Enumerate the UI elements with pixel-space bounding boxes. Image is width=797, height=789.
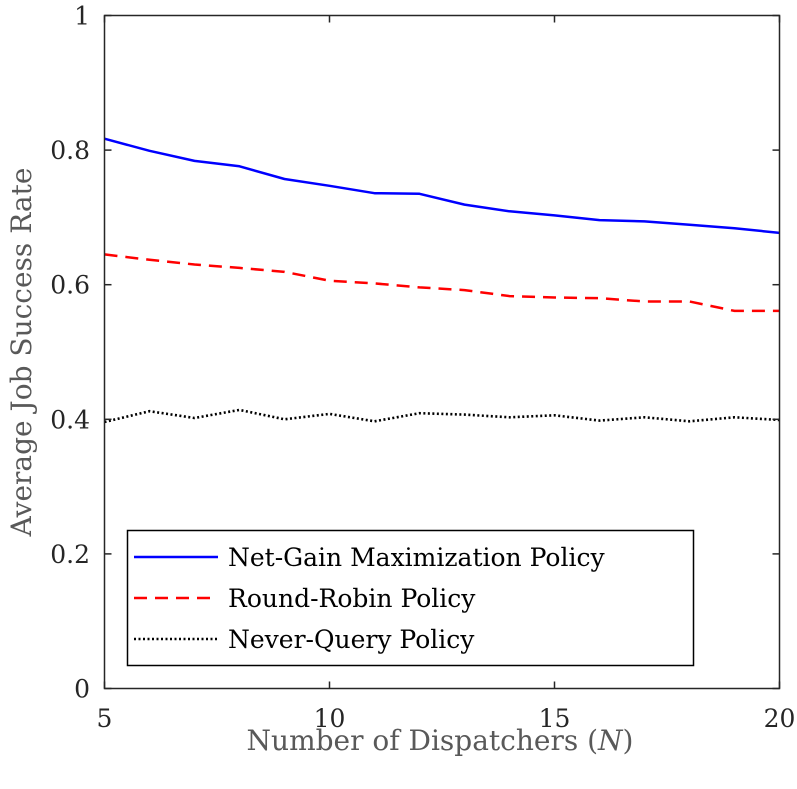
series-line-3	[104, 408, 780, 424]
legend: Net-Gain Maximization Policy Round-Robin …	[126, 529, 695, 667]
series-layer	[104, 137, 780, 424]
x-axis-label-variable: N	[597, 724, 624, 757]
y-tick-label: 0.4	[50, 405, 90, 434]
legend-box	[126, 529, 695, 667]
ticks-layer: 5 10 15 20 0 0.2 0.4 0.6 0.8 1	[50, 2, 795, 734]
y-tick-label: 0.2	[50, 540, 90, 569]
x-tick-label: 20	[764, 704, 796, 733]
legend-label-1: Net-Gain Maximization Policy	[228, 543, 605, 572]
y-tick-label: 0.6	[50, 271, 90, 300]
legend-label-3: Never-Query Policy	[228, 625, 475, 654]
x-axis-label-text: Number of Dispatchers	[247, 724, 579, 757]
x-axis-label: Number of Dispatchers (N)	[247, 724, 634, 757]
x-axis-label-close-paren: )	[623, 724, 634, 757]
x-tick-label: 10	[314, 704, 346, 733]
plot-area-frame	[103, 14, 781, 690]
series-line-1	[104, 137, 780, 235]
y-tick-label: 0	[74, 675, 90, 704]
x-axis-label-open-paren: (	[578, 724, 598, 757]
series-line-2	[104, 253, 780, 313]
y-tick-label: 0.8	[50, 136, 90, 165]
legend-label-2: Round-Robin Policy	[228, 584, 476, 613]
x-tick-label: 5	[97, 704, 113, 733]
x-tick-label: 15	[539, 704, 571, 733]
y-axis-label: Average Job Success Rate	[5, 168, 38, 538]
y-tick-label: 1	[74, 2, 90, 31]
